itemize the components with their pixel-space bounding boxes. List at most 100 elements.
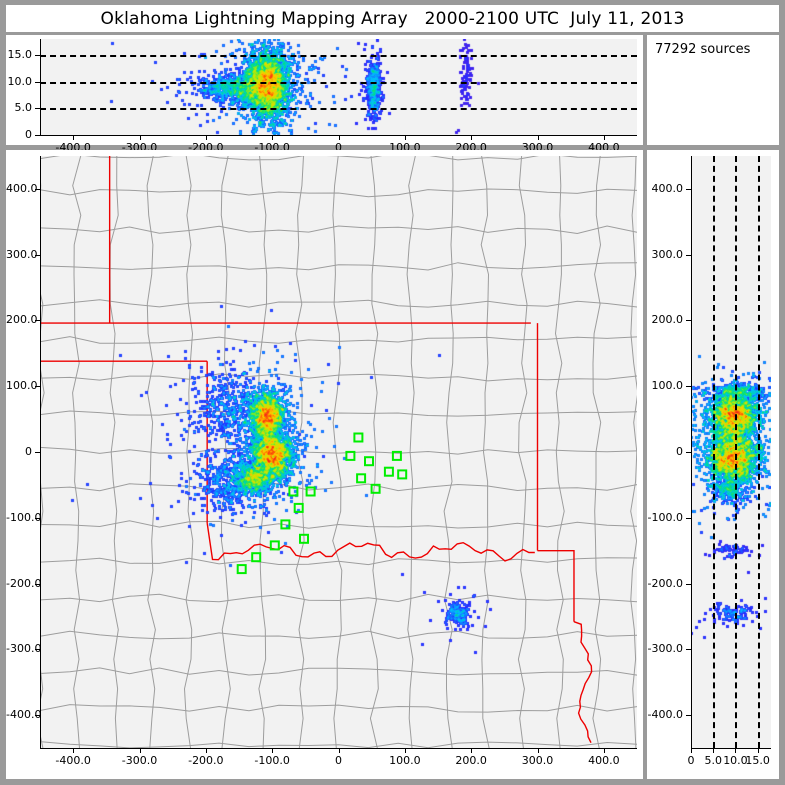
lma-station-marker (370, 483, 381, 494)
map-x-ticklabel: 400.0 (588, 754, 620, 767)
top-y-ticklabel: 10.0 (7, 74, 33, 88)
side-y-ticklabel: -300.0 (647, 642, 683, 656)
lma-station-marker (305, 486, 316, 497)
side-x-ticklabel: 5.0 (704, 754, 722, 767)
map-density-canvas (40, 156, 637, 748)
lma-station-marker (353, 432, 364, 443)
plan-view-map-panel: -400.0 -300.0 -200.0 -100.0 0 100.0 200.0 300.0… (6, 150, 643, 779)
map-y-tick (35, 255, 41, 256)
map-y-ticklabel: 0 (25, 445, 32, 458)
map-x-ticklabel: 100.0 (389, 754, 421, 767)
top-plot-area (40, 39, 637, 135)
side-y-ticklabel: -200.0 (647, 576, 683, 590)
altitude-vs-east-west-panel: 0 5.0 10.0 15.0 -400.0 -300.0 -200.0 -100.0 0 100… (6, 35, 643, 154)
map-x-tick (272, 748, 273, 753)
top-x-tick (206, 135, 207, 140)
lma-station-markers (236, 432, 408, 575)
top-gridline (40, 82, 637, 84)
map-y-ticklabel: -400.0 (6, 708, 42, 722)
map-y-ticklabel: -300.0 (6, 642, 42, 656)
lma-station-marker (383, 466, 394, 477)
source-count-label: 77292 sources (655, 42, 751, 57)
north-south-vs-altitude-panel: -400.0 -300.0 -200.0 -100.0 0 100.0 200.0 300.0… (647, 150, 779, 779)
map-y-ticklabel: 200.0 (6, 313, 38, 327)
map-y-ticklabel: -100.0 (6, 510, 42, 524)
side-y-ticklabel: 200.0 (651, 313, 684, 327)
side-x-ticklabel: 10.0 (723, 754, 748, 767)
side-gridline (735, 156, 737, 748)
lma-station-marker (345, 450, 356, 461)
top-y-ticklabel: 5.0 (14, 101, 33, 115)
map-y-ticklabel: 400.0 (6, 181, 38, 195)
side-y-tick (686, 715, 692, 716)
top-x-tick (73, 135, 74, 140)
top-density-canvas (40, 39, 637, 135)
map-x-tick (140, 748, 141, 753)
lma-station-marker (288, 486, 299, 497)
top-x-tick (339, 135, 340, 140)
map-x-ticklabel: -300.0 (121, 754, 158, 767)
map-x-ticklabel: -100.0 (254, 754, 290, 767)
map-x-tick (471, 748, 472, 753)
map-y-ticklabel: 300.0 (6, 247, 38, 261)
map-y-ticklabel: 100.0 (6, 379, 38, 393)
top-gridline (40, 108, 637, 110)
top-y-axis (40, 39, 41, 135)
side-x-tick (691, 748, 692, 753)
map-y-ticklabel: -200.0 (6, 576, 42, 590)
side-y-ticklabel: 0 (676, 445, 683, 458)
side-x-tick (713, 748, 714, 753)
lma-station-marker (356, 473, 367, 484)
map-x-ticklabel: 0 (335, 754, 342, 767)
top-x-tick (140, 135, 141, 140)
lma-station-marker (364, 456, 374, 467)
map-x-tick (538, 748, 539, 753)
side-density-canvas (691, 156, 771, 748)
side-y-ticklabel: -400.0 (647, 708, 683, 722)
side-gridline (713, 156, 715, 748)
top-y-tick (35, 135, 41, 136)
top-y-tick (35, 82, 41, 83)
top-x-tick (604, 135, 605, 140)
map-x-ticklabel: 200.0 (455, 754, 487, 767)
lma-station-marker (293, 502, 304, 513)
map-y-tick (35, 649, 41, 650)
map-y-tick (35, 386, 41, 387)
map-x-tick (405, 748, 406, 753)
lma-station-marker (280, 519, 291, 530)
page-title: Oklahoma Lightning Mapping Array 2000-21… (100, 8, 685, 29)
map-x-ticklabel: -400.0 (55, 754, 91, 767)
side-y-ticklabel: 400.0 (651, 181, 684, 195)
lma-station-marker (391, 450, 402, 461)
top-x-tick (471, 135, 472, 140)
side-x-axis (691, 748, 771, 749)
map-y-tick (35, 452, 41, 453)
side-y-ticklabel: 300.0 (651, 247, 684, 261)
map-y-tick (35, 518, 41, 519)
map-y-tick (35, 320, 41, 321)
side-y-tick (686, 255, 692, 256)
side-x-ticklabel: 0 (687, 754, 695, 767)
map-x-tick (339, 748, 340, 753)
top-x-tick (272, 135, 273, 140)
side-y-tick (686, 584, 692, 585)
side-y-ticklabel: 100.0 (651, 379, 684, 393)
map-x-axis (40, 748, 637, 749)
top-y-tick (35, 108, 41, 109)
lma-station-marker (236, 564, 247, 575)
map-x-tick (73, 748, 74, 753)
top-gridline (40, 55, 637, 57)
top-x-tick (405, 135, 406, 140)
side-x-tick (735, 748, 736, 753)
map-x-ticklabel: -200.0 (188, 754, 224, 767)
lma-station-marker (299, 533, 309, 544)
title-bar: Oklahoma Lightning Mapping Array 2000-21… (6, 5, 779, 32)
side-y-tick (686, 386, 692, 387)
top-y-ticklabel: 15.0 (7, 48, 33, 61)
side-y-ticklabel: -100.0 (647, 510, 683, 524)
side-x-tick (758, 748, 759, 753)
map-x-ticklabel: 300.0 (521, 754, 554, 767)
side-x-ticklabel: 15.0 (745, 754, 770, 767)
lma-station-marker (397, 469, 408, 480)
